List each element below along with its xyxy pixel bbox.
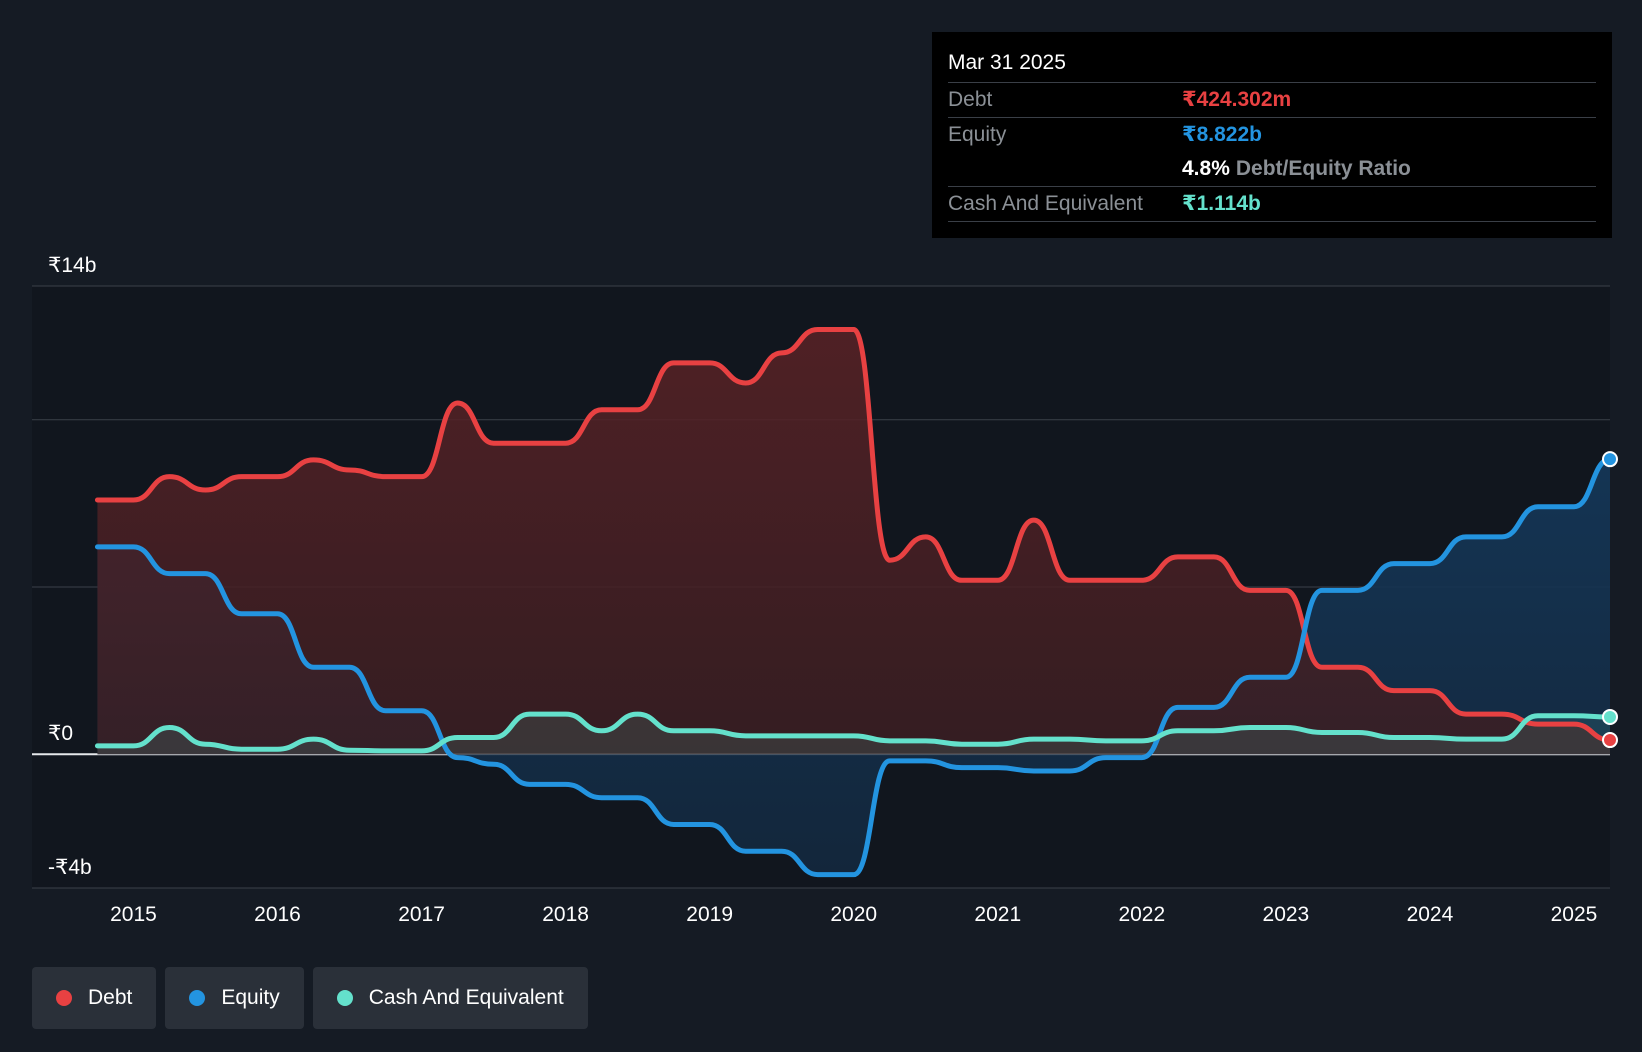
debt-area — [97, 329, 1610, 755]
area-fills — [97, 329, 1610, 875]
data-tooltip: Mar 31 2025 Debt ₹424.302m Equity ₹8.822… — [932, 32, 1612, 238]
chart-legend: Debt Equity Cash And Equivalent — [32, 967, 588, 1029]
tooltip-ratio-value: 4.8% — [1182, 157, 1230, 180]
series-lines — [94, 326, 1613, 878]
debt-dot-icon — [56, 990, 72, 1006]
x-tick-label-2022: 2022 — [1118, 903, 1165, 926]
x-tick-label-2023: 2023 — [1263, 903, 1310, 926]
y-tick-label-1: ₹0 — [48, 722, 73, 745]
tooltip-equity-value: ₹8.822b — [1182, 123, 1262, 146]
tooltip-equity-label: Equity — [948, 123, 1007, 146]
x-tick-label-2025: 2025 — [1551, 903, 1598, 926]
tooltip-date: Mar 31 2025 — [948, 51, 1066, 74]
x-tick-label-2021: 2021 — [974, 903, 1021, 926]
equity-dot-icon — [189, 990, 206, 1006]
tooltip-debt-row: Debt ₹424.302m — [948, 82, 1596, 117]
x-tick-label-2017: 2017 — [398, 903, 445, 926]
x-tick-label-2015: 2015 — [110, 903, 157, 926]
legend-label-equity: Equity — [221, 986, 280, 1009]
tooltip-equity-row: Equity ₹8.822b — [948, 117, 1596, 152]
tooltip-ratio-label: Debt/Equity Ratio — [1235, 157, 1411, 180]
debt-line — [94, 326, 1613, 743]
x-tick-label-2019: 2019 — [686, 903, 733, 926]
tooltip-cash-value: ₹1.114b — [1182, 192, 1261, 215]
legend-label-cash: Cash And Equivalent — [368, 986, 564, 1009]
cash-and-equivalent-end-marker — [1602, 708, 1618, 725]
cash-and-equivalent-line — [94, 711, 1613, 754]
equity-line — [94, 456, 1613, 878]
x-tick-label-2024: 2024 — [1407, 903, 1454, 926]
tooltip-debt-value: ₹424.302m — [1182, 88, 1292, 111]
x-tick-label-2016: 2016 — [254, 903, 301, 926]
tooltip-cash-row: Cash And Equivalent ₹1.114b — [948, 186, 1596, 222]
equity-end-marker — [1602, 451, 1618, 468]
legend-item-equity[interactable]: Equity — [165, 967, 304, 1029]
x-tick-label-2018: 2018 — [542, 903, 589, 926]
cash-dot-icon — [336, 990, 353, 1006]
axis-ticks: ₹14b ₹0 -₹4b 2015 2016 2017 2018 2019 2020 2021 20… — [48, 254, 1597, 926]
tooltip-debt-label: Debt — [948, 88, 993, 111]
y-tick-label-2: -₹4b — [48, 856, 92, 879]
legend-item-debt[interactable]: Debt — [32, 967, 157, 1029]
debt-end-marker — [1602, 732, 1618, 749]
legend-item-cash[interactable]: Cash And Equivalent — [312, 967, 588, 1029]
end-markers — [1602, 451, 1618, 749]
y-tick-label-0: ₹14b — [48, 254, 96, 277]
legend-label-debt: Debt — [88, 986, 133, 1009]
x-tick-label-2020: 2020 — [830, 903, 877, 926]
tooltip-cash-label: Cash And Equivalent — [948, 192, 1143, 215]
tooltip-ratio-row: 4.8% Debt/Equity Ratio — [948, 152, 1596, 186]
cash-and-equivalent-area — [97, 714, 1610, 755]
